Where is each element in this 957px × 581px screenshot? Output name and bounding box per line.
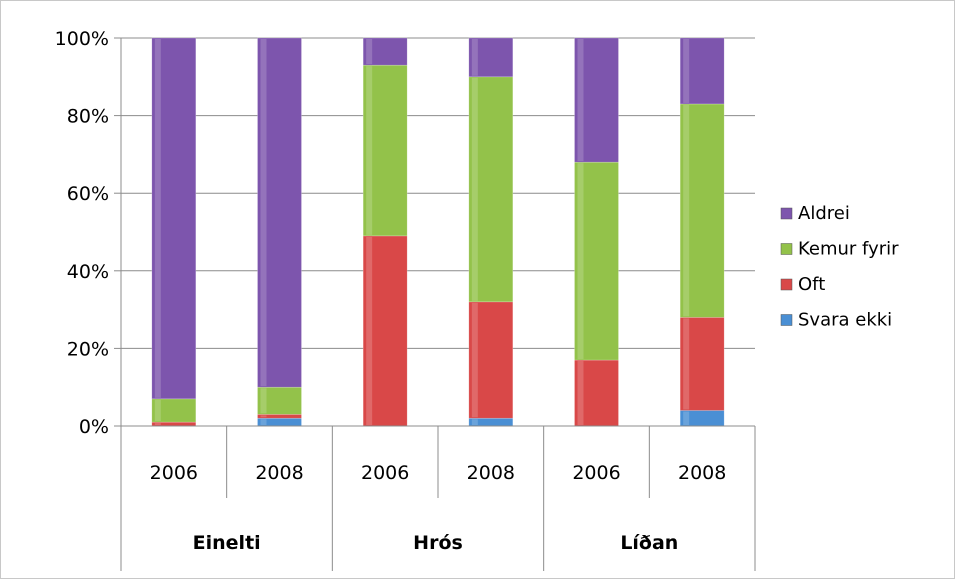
gridlines [121, 37, 755, 427]
bar-segment-kemur-fyrir [362, 64, 408, 237]
bar-segment-highlight [154, 39, 161, 398]
bar-segment-aldrei [574, 37, 619, 163]
bar-segment-kemur-fyrir [257, 386, 302, 415]
x-tick-label: 2008 [255, 462, 303, 484]
legend-swatch-svara-ekki [780, 314, 793, 326]
x-tick-label: 2008 [467, 462, 515, 484]
bar-segment-kemur-fyrir [468, 76, 514, 303]
bar-segment-highlight [260, 39, 267, 387]
group-label: Hrós [413, 532, 463, 554]
bar-segment-oft [574, 359, 619, 427]
y-tick-label: 100% [55, 28, 109, 50]
y-tick-label: 60% [67, 183, 109, 205]
legend-swatch-kemur-fyrir [780, 243, 793, 255]
y-tick-label: 40% [67, 261, 109, 283]
y-tick-label: 0% [79, 416, 109, 438]
bar-segment-kemur-fyrir [574, 161, 619, 361]
bar-segment-highlight [577, 361, 584, 425]
bar-segment-highlight [683, 318, 690, 410]
legend: Aldrei Kemur fyrir Oft Svara ekki [780, 203, 899, 331]
bar-segment-highlight [471, 302, 478, 418]
legend-label-kemur-fyrir: Kemur fyrir [798, 239, 899, 260]
x-axis: 2006 2008 2006 2008 2006 2008 Einelti Hrós Líðan [120, 425, 756, 571]
bar-segment-highlight [471, 77, 478, 301]
bar-segment-aldrei [151, 37, 197, 400]
bar-segment-oft [679, 317, 725, 411]
bar-segment-aldrei [468, 37, 514, 78]
bar-segment-highlight [154, 399, 161, 422]
bar-segment-highlight [683, 39, 690, 103]
bars [151, 37, 725, 427]
x-tick-label: 2006 [361, 462, 409, 484]
y-tick-label: 20% [67, 338, 109, 360]
bar-segment-highlight [683, 104, 690, 317]
bar-segment-oft [468, 301, 514, 419]
x-tick-label: 2006 [572, 462, 620, 484]
legend-swatch-aldrei [780, 207, 793, 220]
bar-segment-highlight [366, 66, 373, 235]
bar-segment-highlight [260, 415, 267, 418]
bar-segment-kemur-fyrir [679, 103, 725, 318]
bar-segment-aldrei [362, 37, 408, 66]
bar-segment-highlight [471, 39, 478, 76]
bar-segment-highlight [471, 419, 478, 425]
legend-swatch-oft [780, 278, 793, 291]
group-label: Líðan [620, 532, 678, 554]
legend-label-svara-ekki: Svara ekki [798, 310, 892, 331]
bar-segment-aldrei [679, 37, 725, 105]
bar-segment-highlight [260, 419, 267, 425]
legend-label-oft: Oft [798, 274, 825, 295]
bar-segment-highlight [154, 423, 161, 425]
bar-segment-highlight [683, 411, 690, 425]
y-axis: 0% 20% 40% 60% 80% 100% [55, 28, 122, 438]
group-label: Einelti [193, 532, 261, 554]
x-tick-label: 2006 [150, 462, 198, 484]
bar-segment-aldrei [257, 37, 302, 388]
bar-segment-highlight [366, 39, 373, 65]
bar-segment-highlight [577, 163, 584, 360]
bar-segment-highlight [577, 39, 584, 162]
bar-segment-highlight [260, 388, 267, 414]
bar-segment-highlight [366, 236, 373, 425]
legend-label-aldrei: Aldrei [798, 203, 850, 224]
y-tick-label: 80% [67, 106, 109, 128]
x-tick-label: 2008 [678, 462, 726, 484]
